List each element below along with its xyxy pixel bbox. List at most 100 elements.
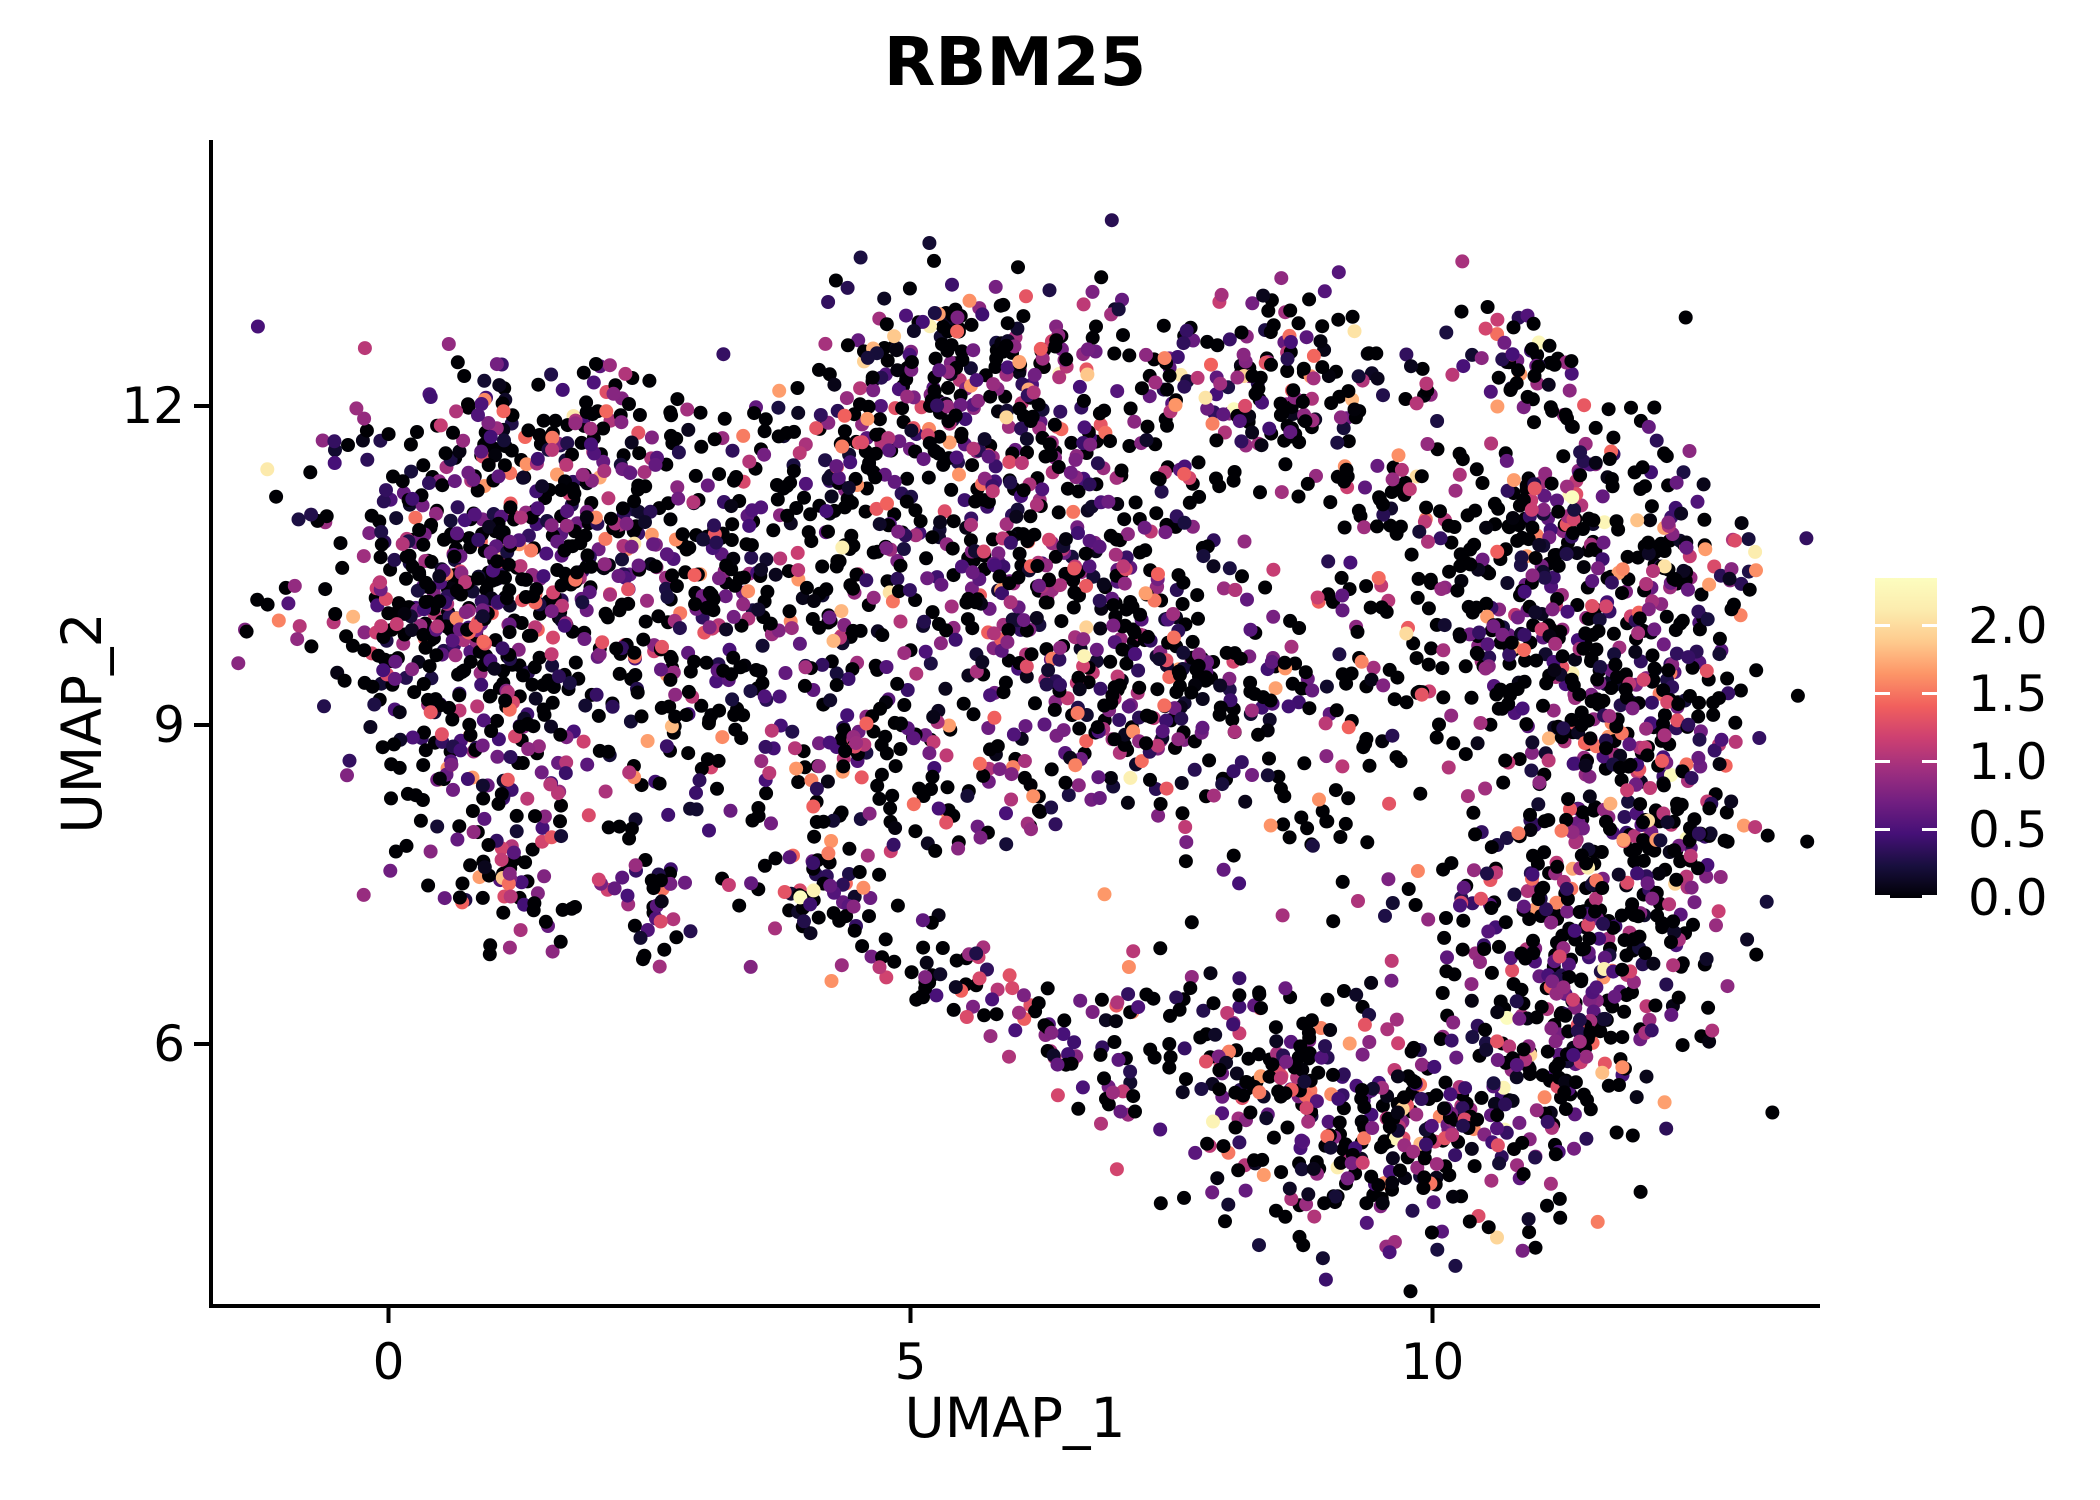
data-point <box>1492 1156 1507 1171</box>
data-point <box>482 947 497 962</box>
data-point <box>537 869 552 884</box>
data-point <box>1002 968 1017 983</box>
data-point <box>481 416 496 430</box>
data-point <box>477 811 492 826</box>
data-point <box>1625 701 1640 716</box>
data-point <box>688 468 703 483</box>
data-point <box>786 464 801 478</box>
colorbar-gradient <box>1875 578 1937 898</box>
data-point <box>1585 599 1600 613</box>
data-point <box>1005 981 1020 996</box>
data-point <box>1318 1272 1333 1287</box>
data-point <box>977 432 992 447</box>
data-point <box>1551 558 1566 573</box>
data-point <box>1106 598 1121 613</box>
data-point <box>1709 918 1723 933</box>
data-point <box>879 660 894 674</box>
data-point <box>1684 880 1699 895</box>
data-point <box>303 465 318 480</box>
data-point <box>534 765 549 780</box>
data-point <box>1323 1140 1338 1155</box>
data-point <box>1520 884 1535 898</box>
data-point <box>1370 458 1385 473</box>
data-point <box>468 619 483 634</box>
data-point <box>1080 342 1095 357</box>
data-point <box>1550 493 1564 508</box>
data-point <box>1577 398 1592 413</box>
data-point <box>339 629 354 644</box>
data-point <box>1601 1078 1616 1093</box>
data-point <box>1599 599 1614 614</box>
data-point <box>1042 283 1057 298</box>
data-point <box>1414 1092 1429 1106</box>
data-point <box>1318 1039 1332 1054</box>
data-point <box>1266 562 1281 577</box>
data-point <box>1127 414 1142 429</box>
data-point <box>362 526 377 541</box>
data-point <box>1512 1011 1527 1026</box>
data-point <box>1354 654 1369 669</box>
data-point <box>1408 1075 1422 1090</box>
data-point <box>1574 974 1589 989</box>
data-point <box>823 693 838 708</box>
data-point <box>557 618 572 633</box>
data-point <box>494 852 509 867</box>
data-point <box>960 612 975 627</box>
data-point <box>381 606 396 621</box>
data-point <box>1575 942 1589 957</box>
data-point <box>981 494 996 509</box>
data-point <box>1657 559 1672 574</box>
data-point <box>644 430 659 445</box>
data-point <box>866 545 881 560</box>
data-point <box>1176 645 1191 660</box>
data-point <box>1458 747 1473 762</box>
data-point <box>646 537 661 552</box>
data-point <box>1490 1034 1504 1049</box>
data-point <box>962 293 977 308</box>
data-point <box>612 819 627 834</box>
data-point <box>1406 1144 1421 1159</box>
data-point <box>435 478 450 493</box>
data-point <box>1020 445 1034 460</box>
data-point <box>768 921 782 936</box>
data-point <box>471 408 485 423</box>
data-point <box>557 543 572 558</box>
data-point <box>1656 683 1671 698</box>
data-point <box>1551 504 1566 519</box>
data-point <box>977 1008 992 1023</box>
colorbar-tick-label: 2.0 <box>1968 596 2048 655</box>
data-point <box>1406 636 1421 651</box>
data-point <box>1625 1128 1640 1143</box>
data-point <box>1171 568 1186 583</box>
data-point <box>855 939 870 954</box>
data-point <box>890 676 905 691</box>
data-point <box>1679 540 1694 555</box>
data-point <box>1029 611 1044 625</box>
data-point <box>888 759 903 774</box>
data-point <box>1305 683 1320 698</box>
data-point <box>404 623 419 637</box>
data-point <box>346 609 361 624</box>
data-point <box>1470 1112 1485 1127</box>
data-point <box>1437 930 1452 945</box>
data-point <box>1269 1203 1283 1218</box>
data-point <box>1331 312 1346 327</box>
data-point <box>1469 600 1484 615</box>
data-point <box>1256 288 1271 303</box>
data-point <box>1536 502 1551 517</box>
data-point <box>250 592 265 607</box>
data-point <box>1357 1017 1372 1032</box>
data-point <box>1078 546 1093 561</box>
data-point <box>1527 481 1542 496</box>
data-point <box>1185 634 1200 649</box>
data-point <box>1151 808 1166 823</box>
data-point <box>694 439 709 454</box>
data-point <box>1541 753 1556 768</box>
data-point <box>1121 699 1136 714</box>
data-point <box>654 700 669 715</box>
data-point <box>1542 338 1557 353</box>
data-point <box>1546 703 1561 718</box>
data-point <box>853 250 868 265</box>
data-point <box>438 446 453 461</box>
data-point <box>1602 709 1617 723</box>
